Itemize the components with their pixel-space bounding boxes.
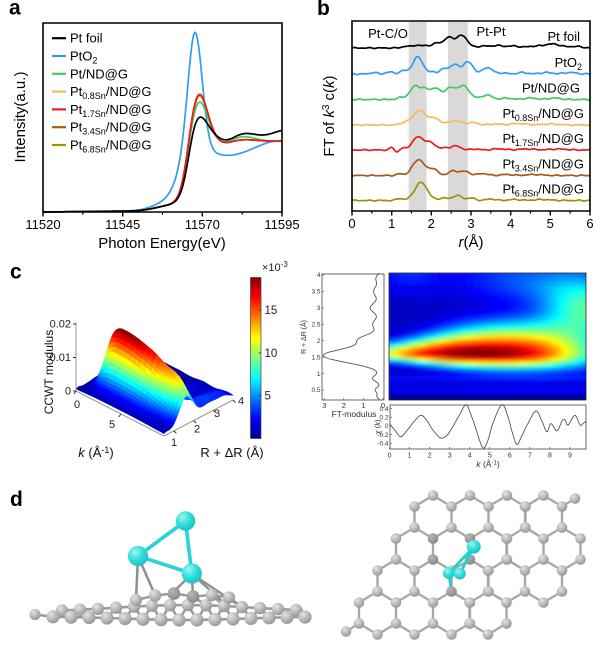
svg-text:4: 4 (317, 272, 321, 279)
svg-text:Pt foil: Pt foil (547, 29, 580, 44)
svg-text:5: 5 (488, 453, 492, 460)
svg-text:d: d (10, 488, 23, 511)
svg-text:3.5: 3.5 (311, 289, 320, 296)
svg-text:15: 15 (265, 305, 278, 317)
svg-text:7: 7 (528, 453, 532, 460)
svg-text:FT-modulus: FT-modulus (332, 409, 377, 419)
svg-text:0: 0 (348, 216, 355, 231)
svg-text:Pt/ND@G: Pt/ND@G (522, 81, 580, 96)
svg-text:0: 0 (381, 401, 385, 410)
svg-text:0.02: 0.02 (50, 319, 71, 331)
svg-text:5: 5 (265, 391, 271, 403)
svg-text:3: 3 (467, 216, 474, 231)
svg-text:3: 3 (448, 453, 452, 460)
svg-text:4: 4 (238, 396, 244, 408)
svg-text:-0.4: -0.4 (377, 441, 389, 448)
svg-text:CCWT modulus: CCWT modulus (42, 330, 56, 414)
svg-text:χ (k): χ (k) (373, 419, 382, 435)
svg-text:r(Å): r(Å) (459, 234, 484, 251)
svg-text:2: 2 (428, 216, 435, 231)
svg-text:0: 0 (388, 453, 392, 460)
svg-text:0.4: 0.4 (379, 406, 388, 413)
svg-text:k (Å-1): k (Å-1) (476, 459, 499, 469)
svg-text:Pt3.4Sn/ND@G: Pt3.4Sn/ND@G (502, 157, 584, 174)
svg-text:2: 2 (428, 453, 432, 460)
svg-text:1.5: 1.5 (311, 354, 320, 361)
svg-text:1: 1 (408, 453, 412, 460)
svg-text:a: a (9, 0, 21, 20)
svg-text:Pt-Pt: Pt-Pt (477, 24, 506, 39)
svg-text:3: 3 (317, 305, 321, 312)
svg-text:Pt6.8Sn/ND@G: Pt6.8Sn/ND@G (70, 138, 152, 155)
svg-text:1: 1 (171, 437, 177, 449)
svg-text:Pt0.8Sn/ND@G: Pt0.8Sn/ND@G (502, 106, 584, 123)
svg-text:4: 4 (468, 453, 472, 460)
svg-text:2: 2 (194, 424, 200, 436)
svg-text:2: 2 (342, 401, 346, 410)
svg-text:Pt6.8Sn/ND@G: Pt6.8Sn/ND@G (502, 182, 584, 199)
svg-text:11595: 11595 (264, 217, 299, 232)
svg-text:-0.2: -0.2 (377, 432, 389, 439)
svg-text:Pt/ND@G: Pt/ND@G (70, 66, 128, 81)
svg-text:2: 2 (317, 338, 321, 345)
svg-text:6: 6 (586, 216, 593, 231)
svg-text:1: 1 (388, 216, 395, 231)
svg-text:PtO2: PtO2 (70, 49, 97, 66)
svg-text:Pt1.7Sn/ND@G: Pt1.7Sn/ND@G (502, 131, 584, 148)
svg-text:11545: 11545 (105, 217, 140, 232)
svg-text:0: 0 (74, 399, 80, 411)
svg-text:FT of k3 c(k): FT of k3 c(k) (321, 75, 338, 156)
svg-text:3: 3 (322, 401, 326, 410)
svg-text:R + ΔR (Å): R + ΔR (Å) (200, 445, 263, 460)
svg-text:Photon Energy(eV): Photon Energy(eV) (98, 235, 226, 252)
svg-text:5: 5 (547, 216, 554, 231)
svg-text:3: 3 (214, 408, 220, 420)
svg-text:0.2: 0.2 (379, 415, 388, 422)
svg-text:1: 1 (361, 401, 365, 410)
svg-text:0: 0 (65, 386, 71, 398)
svg-text:b: b (317, 0, 330, 20)
svg-text:2.5: 2.5 (311, 322, 320, 329)
svg-text:Intensity(a.u.): Intensity(a.u.) (12, 72, 29, 163)
svg-text:0.5: 0.5 (311, 387, 320, 394)
svg-text:5: 5 (109, 419, 115, 431)
svg-text:Pt3.4Sn/ND@G: Pt3.4Sn/ND@G (70, 120, 152, 137)
svg-text:R + ΔR (Å): R + ΔR (Å) (299, 320, 308, 354)
svg-text:9: 9 (568, 453, 572, 460)
svg-text:6: 6 (508, 453, 512, 460)
svg-text:Pt-C/O: Pt-C/O (368, 26, 408, 41)
svg-text:10: 10 (265, 348, 278, 360)
svg-text:1: 1 (317, 371, 321, 378)
svg-text:PtO2: PtO2 (555, 55, 582, 72)
svg-text:0: 0 (385, 423, 389, 430)
svg-text:11570: 11570 (185, 217, 220, 232)
svg-text:Pt foil: Pt foil (70, 31, 103, 46)
svg-text:11520: 11520 (25, 217, 60, 232)
svg-text:4: 4 (507, 216, 514, 231)
svg-text:8: 8 (548, 453, 552, 460)
svg-text:k (Å-1): k (Å-1) (78, 445, 113, 460)
svg-text:Pt1.7Sn/ND@G: Pt1.7Sn/ND@G (70, 102, 152, 119)
svg-text:0.01: 0.01 (50, 352, 71, 364)
svg-text:Pt0.8Sn/ND@G: Pt0.8Sn/ND@G (70, 84, 152, 101)
svg-text:c: c (10, 261, 22, 284)
